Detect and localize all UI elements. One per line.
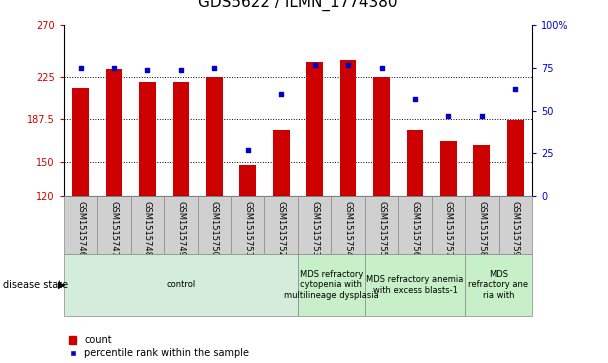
- Text: disease state: disease state: [3, 280, 68, 290]
- Bar: [231, 196, 264, 254]
- Text: GSM1515751: GSM1515751: [243, 201, 252, 257]
- Bar: [298, 254, 365, 316]
- Bar: [373, 77, 390, 196]
- Legend: count, percentile rank within the sample: count, percentile rank within the sample: [69, 335, 249, 358]
- Text: GSM1515749: GSM1515749: [176, 201, 185, 257]
- Text: GSM1515756: GSM1515756: [410, 201, 420, 257]
- Point: [309, 62, 320, 68]
- Point: [75, 65, 85, 71]
- Point: [376, 65, 387, 71]
- Bar: [206, 77, 223, 196]
- Bar: [365, 254, 465, 316]
- Text: GSM1515757: GSM1515757: [444, 201, 453, 257]
- Text: GSM1515753: GSM1515753: [310, 201, 319, 257]
- Bar: [64, 196, 97, 254]
- Bar: [340, 60, 356, 196]
- Bar: [499, 196, 532, 254]
- Bar: [465, 254, 532, 316]
- Bar: [139, 82, 156, 196]
- Bar: [465, 196, 499, 254]
- Bar: [198, 196, 231, 254]
- Point: [276, 91, 286, 97]
- Bar: [331, 196, 365, 254]
- Bar: [474, 145, 490, 196]
- Point: [209, 65, 219, 71]
- Bar: [173, 82, 189, 196]
- Point: [176, 67, 186, 73]
- Point: [109, 65, 119, 71]
- Bar: [131, 196, 164, 254]
- Point: [343, 62, 353, 68]
- Point: [243, 147, 253, 153]
- Text: GSM1515752: GSM1515752: [277, 201, 286, 257]
- Bar: [240, 165, 256, 196]
- Point: [477, 113, 486, 119]
- Bar: [106, 69, 122, 196]
- Point: [443, 113, 453, 119]
- Bar: [64, 254, 298, 316]
- Text: MDS refractory anemia
with excess blasts-1: MDS refractory anemia with excess blasts…: [366, 275, 464, 295]
- Text: GSM1515748: GSM1515748: [143, 201, 152, 257]
- Text: MDS
refractory ane
ria with: MDS refractory ane ria with: [469, 270, 528, 300]
- Bar: [440, 142, 457, 196]
- Text: GSM1515755: GSM1515755: [377, 201, 386, 257]
- Point: [142, 67, 152, 73]
- Text: GSM1515759: GSM1515759: [511, 201, 520, 257]
- Text: GSM1515750: GSM1515750: [210, 201, 219, 257]
- Bar: [365, 196, 398, 254]
- Text: MDS refractory
cytopenia with
multilineage dysplasia: MDS refractory cytopenia with multilinea…: [284, 270, 379, 300]
- Bar: [97, 196, 131, 254]
- Text: GSM1515754: GSM1515754: [344, 201, 353, 257]
- Bar: [264, 196, 298, 254]
- Text: ▶: ▶: [58, 280, 65, 290]
- Bar: [164, 196, 198, 254]
- Bar: [72, 88, 89, 196]
- Bar: [432, 196, 465, 254]
- Bar: [306, 62, 323, 196]
- Bar: [398, 196, 432, 254]
- Point: [410, 96, 420, 102]
- Bar: [298, 196, 331, 254]
- Bar: [507, 120, 523, 196]
- Text: GSM1515746: GSM1515746: [76, 201, 85, 257]
- Text: GSM1515747: GSM1515747: [109, 201, 119, 257]
- Bar: [273, 130, 289, 196]
- Point: [510, 86, 520, 91]
- Bar: [407, 130, 423, 196]
- Text: GSM1515758: GSM1515758: [477, 201, 486, 257]
- Text: control: control: [166, 281, 196, 289]
- Text: GDS5622 / ILMN_1774380: GDS5622 / ILMN_1774380: [198, 0, 398, 11]
